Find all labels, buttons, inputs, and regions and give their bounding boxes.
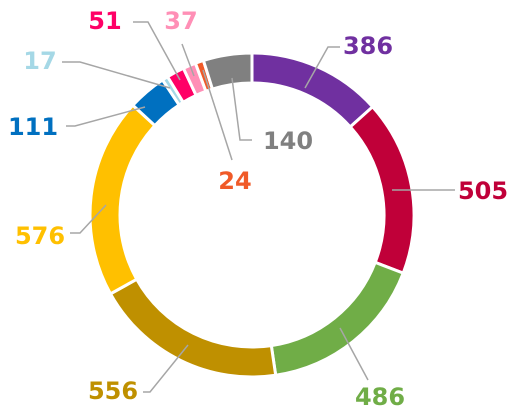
- leader-line: [133, 21, 181, 81]
- data-label: 24: [218, 167, 251, 195]
- data-label: 51: [88, 7, 121, 35]
- leader-line: [304, 46, 340, 89]
- data-label: 556: [88, 377, 138, 405]
- data-label: 17: [23, 47, 56, 75]
- data-label: 505: [458, 177, 508, 205]
- data-label: 111: [8, 113, 58, 141]
- donut-segment: [250, 51, 375, 129]
- data-label: 486: [355, 383, 405, 411]
- donut-segment: [108, 277, 278, 379]
- data-label: 140: [263, 127, 313, 155]
- leader-line: [231, 77, 252, 141]
- leader-line: [181, 43, 195, 77]
- donut-segment: [201, 51, 254, 91]
- data-label: 576: [15, 222, 65, 250]
- leader-line: [143, 344, 189, 393]
- leader-line: [66, 106, 146, 127]
- leader-line: [339, 327, 369, 381]
- donut-segment: [88, 103, 158, 296]
- donut-segment: [269, 260, 406, 377]
- leader-line: [70, 204, 107, 234]
- leader-line: [62, 61, 171, 89]
- leader-line: [202, 69, 233, 161]
- data-label: 386: [343, 32, 393, 60]
- data-label: 37: [164, 7, 197, 35]
